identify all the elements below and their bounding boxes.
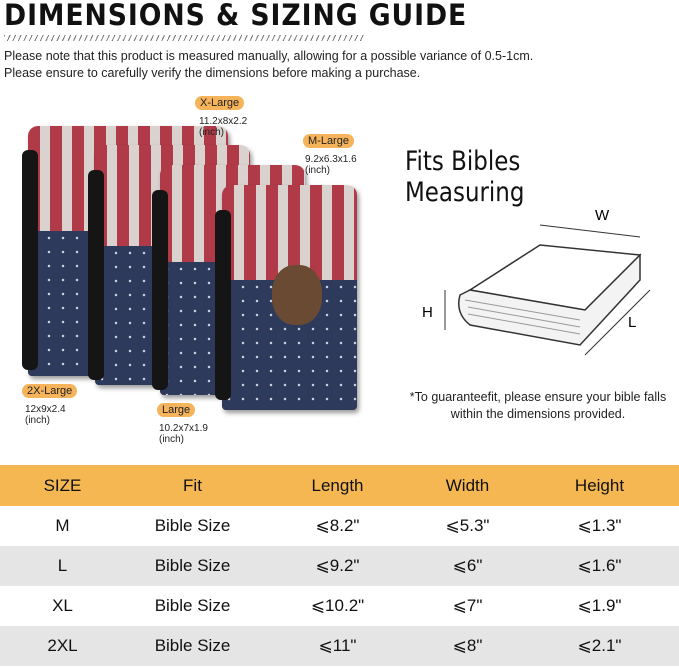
size-badge-l: Large: [157, 403, 196, 417]
divider: [4, 35, 364, 41]
table-cell: Bible Size: [154, 596, 231, 615]
width-label: W: [595, 207, 610, 224]
table-cell: 2XL: [0, 626, 125, 666]
table-row: XL Bible Size ⩽10.2" ⩽7" ⩽1.9": [0, 586, 679, 626]
book-diagram: W H L: [422, 207, 651, 356]
size-badge-ml: M-Large: [303, 134, 354, 148]
size-dims: 9.2x6.3x1.6: [305, 154, 357, 165]
table-row: M Bible Size ⩽8.2" ⩽5.3" ⩽1.3": [0, 506, 679, 546]
table-cell: ⩽6": [415, 546, 520, 586]
guarantee-note: within the dimensions provided.: [450, 407, 626, 421]
size-unit: (inch): [159, 434, 185, 445]
table-cell: ⩽7": [452, 596, 483, 615]
col-height: Height: [520, 465, 679, 506]
table-cell: ⩽5.3": [445, 516, 490, 535]
table-cell: Bible Size: [125, 626, 260, 666]
size-dims: 11.2x8x2.2: [199, 116, 248, 127]
size-unit: (inch): [199, 127, 225, 138]
table-cell: M: [55, 516, 70, 535]
table-cell: ⩽9.2": [260, 546, 415, 586]
col-fit: Fit: [125, 465, 260, 506]
table-row: L Bible Size ⩽9.2" ⩽6" ⩽1.6": [0, 546, 679, 586]
size-dims: 10.2x7x1.9: [159, 423, 208, 434]
size-unit: (inch): [25, 415, 51, 426]
size-unit: (inch): [305, 165, 331, 176]
size-table: SIZE Fit Length Width Height M Bible Size…: [0, 465, 679, 666]
size-badge-2xl: 2X-Large: [22, 384, 78, 398]
table-cell: ⩽1.3": [577, 516, 622, 535]
table-row: 2XL Bible Size ⩽11" ⩽8" ⩽2.1": [0, 626, 679, 666]
col-size: SIZE: [0, 465, 125, 506]
size-dims: 12x9x2.4: [25, 404, 66, 415]
table-cell: ⩽1.6": [520, 546, 679, 586]
height-label: H: [422, 304, 433, 321]
table-cell: XL: [52, 596, 73, 615]
table-cell: ⩽8": [415, 626, 520, 666]
col-length: Length: [260, 465, 415, 506]
note-line: Please ensure to carefully verify the di…: [4, 66, 421, 80]
table-cell: ⩽2.1": [520, 626, 679, 666]
table-cell: Bible Size: [154, 516, 231, 535]
col-width: Width: [415, 465, 520, 506]
table-cell: L: [0, 546, 125, 586]
size-badge-xl: X-Large: [195, 96, 245, 110]
page-title: DIMENSIONS & SIZING GUIDE: [4, 0, 468, 32]
note-line: Please note that this product is measure…: [4, 49, 534, 63]
table-header: SIZE Fit Length Width Height: [0, 465, 679, 506]
table-cell: ⩽10.2": [310, 596, 365, 615]
diagram-heading: Fits Bibles Measuring: [405, 146, 525, 208]
length-label: L: [628, 314, 636, 331]
guarantee-note: *To guaranteefit, please ensure your bib…: [409, 390, 667, 404]
table-cell: ⩽1.9": [577, 596, 622, 615]
table-cell: ⩽11": [260, 626, 415, 666]
table-cell: Bible Size: [125, 546, 260, 586]
table-cell: ⩽8.2": [315, 516, 360, 535]
